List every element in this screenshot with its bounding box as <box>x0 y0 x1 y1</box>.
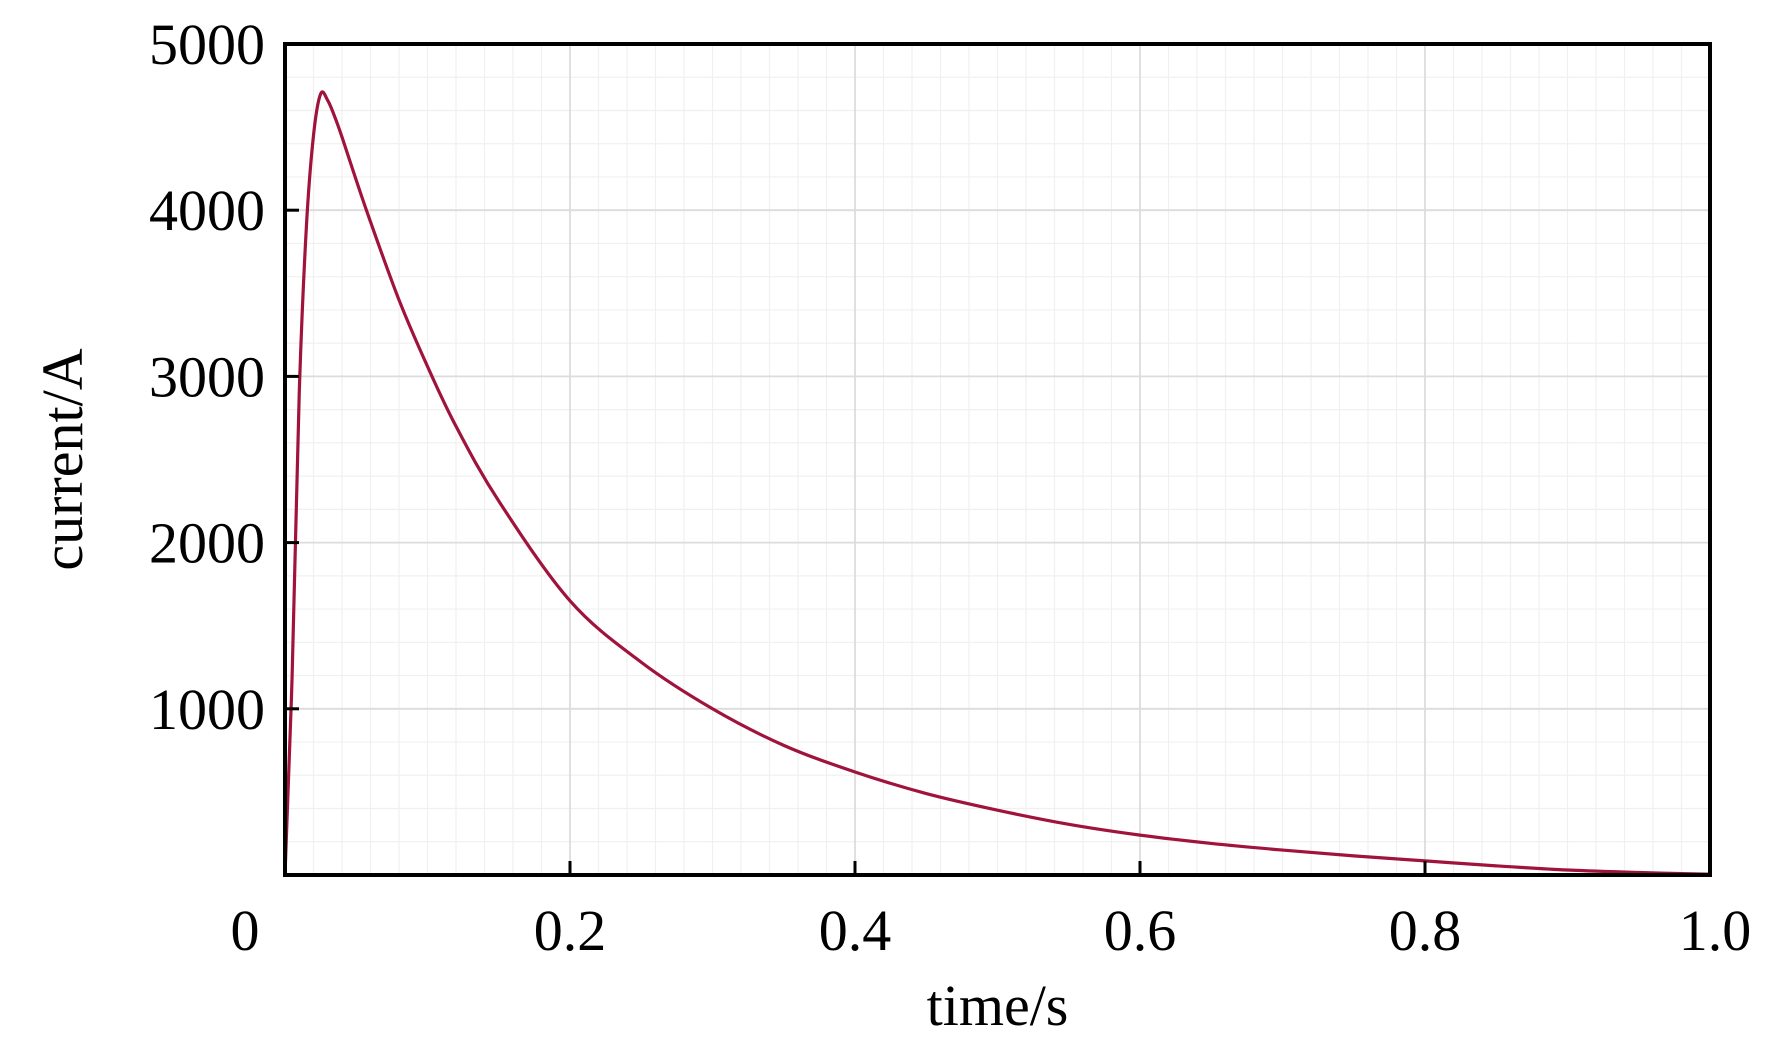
x-tick-label: 0.6 <box>1104 898 1177 963</box>
x-tick-label: 0.8 <box>1389 898 1462 963</box>
y-tick-label: 3000 <box>149 344 265 409</box>
y-tick-label: 4000 <box>149 178 265 243</box>
x-tick-label: 0.2 <box>534 898 607 963</box>
x-axis-tick-labels: 0 0.2 0.4 0.6 0.8 1.0 <box>231 898 1752 963</box>
y-tick-label: 2000 <box>149 511 265 576</box>
y-axis-tick-labels: 1000 2000 3000 4000 5000 <box>149 12 265 742</box>
series-layer <box>283 90 1712 877</box>
x-tick-label: 0 <box>231 898 260 963</box>
y-tick-label: 5000 <box>149 12 265 77</box>
series-line-current <box>283 90 1712 877</box>
x-axis-title: time/s <box>927 973 1069 1038</box>
y-axis-title: current/A <box>30 348 95 570</box>
plot-frame <box>283 42 1712 877</box>
x-tick-label: 0.4 <box>819 898 892 963</box>
minor-gridlines <box>285 44 1710 875</box>
major-gridlines <box>285 44 1710 875</box>
x-tick-label: 1.0 <box>1679 898 1752 963</box>
y-tick-label: 1000 <box>149 677 265 742</box>
axis-ticks <box>283 42 1712 875</box>
